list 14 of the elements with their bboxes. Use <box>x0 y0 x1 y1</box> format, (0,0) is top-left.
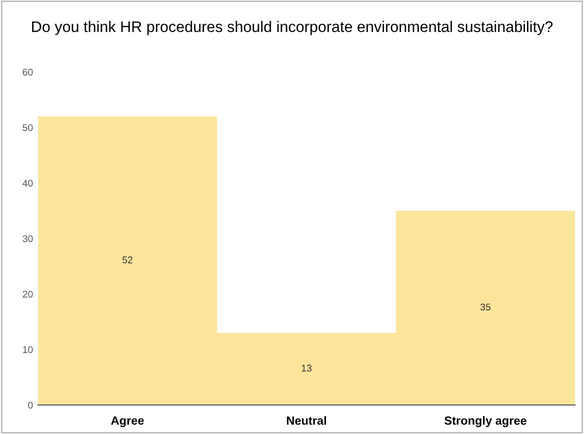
y-tick-label: 0 <box>28 402 33 409</box>
data-label: 35 <box>480 304 490 310</box>
x-tick-label: Neutral <box>286 416 326 425</box>
x-tick-label: Agree <box>111 416 144 428</box>
y-tick-label: 50 <box>22 124 33 132</box>
y-tick-label: 40 <box>22 180 33 187</box>
y-tick-label: 10 <box>23 346 33 354</box>
x-tick-label: Strongly agree <box>444 416 526 428</box>
y-tick-label: 20 <box>22 290 33 298</box>
data-label: 13 <box>302 364 312 372</box>
y-tick-label: 60 <box>22 68 33 76</box>
data-label: 52 <box>122 256 132 264</box>
y-tick-label: 30 <box>22 235 33 242</box>
chart-title: Do you think HR procedures should incorporate environmental sustainability? <box>32 20 553 36</box>
